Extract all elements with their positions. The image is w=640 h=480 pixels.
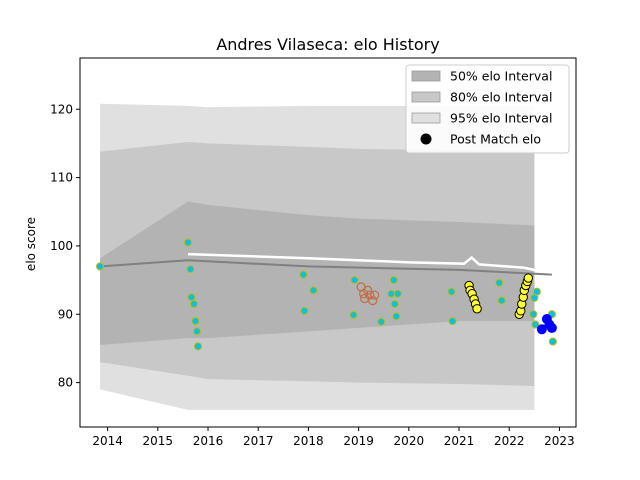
post-match-point-yellow bbox=[472, 304, 482, 314]
post-match-point-blue bbox=[536, 324, 547, 335]
y-axis-label: elo score bbox=[24, 217, 38, 271]
legend-swatch bbox=[411, 70, 441, 82]
post-match-point-hollow bbox=[368, 295, 378, 306]
y-tick-label: 120 bbox=[50, 102, 73, 116]
post-match-point-teal bbox=[447, 287, 456, 296]
chart-title: Andres Vilaseca: elo History bbox=[216, 35, 439, 54]
legend: 50% elo Interval 80% elo Interval 95% elo … bbox=[405, 64, 570, 154]
post-match-point-teal bbox=[95, 262, 105, 271]
legend-marker bbox=[420, 133, 432, 145]
x-tick-label: 2014 bbox=[92, 434, 123, 448]
post-match-point-teal bbox=[192, 327, 202, 336]
post-match-point-teal bbox=[495, 278, 504, 287]
plot-area bbox=[95, 103, 558, 410]
y-tick-label: 110 bbox=[50, 171, 73, 185]
post-match-point-teal bbox=[392, 312, 401, 321]
post-match-point-teal bbox=[350, 275, 359, 285]
legend-label: 95% elo Interval bbox=[450, 111, 552, 126]
post-match-point-teal bbox=[300, 306, 309, 315]
post-match-point-teal bbox=[532, 287, 541, 296]
post-match-point-teal bbox=[186, 265, 195, 274]
y-tick-label: 80 bbox=[58, 376, 73, 390]
post-match-point-hollow bbox=[363, 285, 373, 295]
legend-box bbox=[405, 64, 570, 154]
legend-label: 80% elo Interval bbox=[450, 90, 552, 105]
post-match-point-yellow bbox=[523, 273, 534, 283]
legend-swatch bbox=[411, 91, 441, 103]
post-match-point-teal bbox=[389, 275, 398, 285]
post-match-point-teal bbox=[548, 337, 558, 346]
legend-swatch bbox=[411, 112, 441, 124]
x-tick-label: 2021 bbox=[444, 434, 475, 448]
plot-frame bbox=[79, 57, 577, 428]
x-tick-label: 2019 bbox=[343, 434, 374, 448]
y-tick-label: 90 bbox=[58, 307, 73, 321]
axes: 2014 2015 2016 2017 2018 2019 2020 2021 2022 2023… bbox=[50, 102, 575, 448]
post-match-point-teal bbox=[377, 317, 386, 326]
upper-estimate-line bbox=[187, 252, 550, 275]
post-match-point-teal bbox=[309, 286, 318, 295]
post-match-point-blue bbox=[546, 322, 557, 333]
x-tick-label: 2020 bbox=[394, 434, 425, 448]
mean-elo-line bbox=[100, 259, 552, 276]
x-tick-label: 2015 bbox=[143, 434, 174, 448]
post-match-point-teal bbox=[390, 299, 399, 309]
y-tick-label: 100 bbox=[50, 239, 73, 253]
legend-label: Post Match elo bbox=[450, 132, 541, 147]
x-tick-label: 2018 bbox=[293, 434, 324, 448]
x-tick-label: 2016 bbox=[193, 434, 224, 448]
post-match-point-teal bbox=[529, 310, 538, 319]
post-match-point-hollow bbox=[370, 290, 380, 300]
x-tick-label: 2017 bbox=[243, 434, 274, 448]
post-match-point-teal bbox=[193, 342, 203, 351]
legend-label: 50% elo Interval bbox=[450, 69, 552, 84]
post-match-point-teal bbox=[448, 316, 457, 326]
x-tick-label: 2022 bbox=[494, 434, 525, 448]
band-50-interval bbox=[100, 201, 535, 345]
post-match-point-teal bbox=[299, 270, 308, 279]
post-match-point-teal bbox=[189, 299, 199, 309]
post-match-point-teal bbox=[187, 293, 196, 302]
post-match-point-teal bbox=[531, 320, 540, 329]
post-match-point-teal bbox=[349, 310, 358, 320]
post-match-point-teal bbox=[183, 238, 193, 247]
x-tick-label: 2023 bbox=[544, 434, 575, 448]
post-match-point-hollow bbox=[365, 290, 375, 300]
post-match-point-teal bbox=[393, 289, 402, 298]
post-match-point-teal bbox=[191, 316, 200, 326]
post-match-point-teal bbox=[497, 296, 506, 305]
